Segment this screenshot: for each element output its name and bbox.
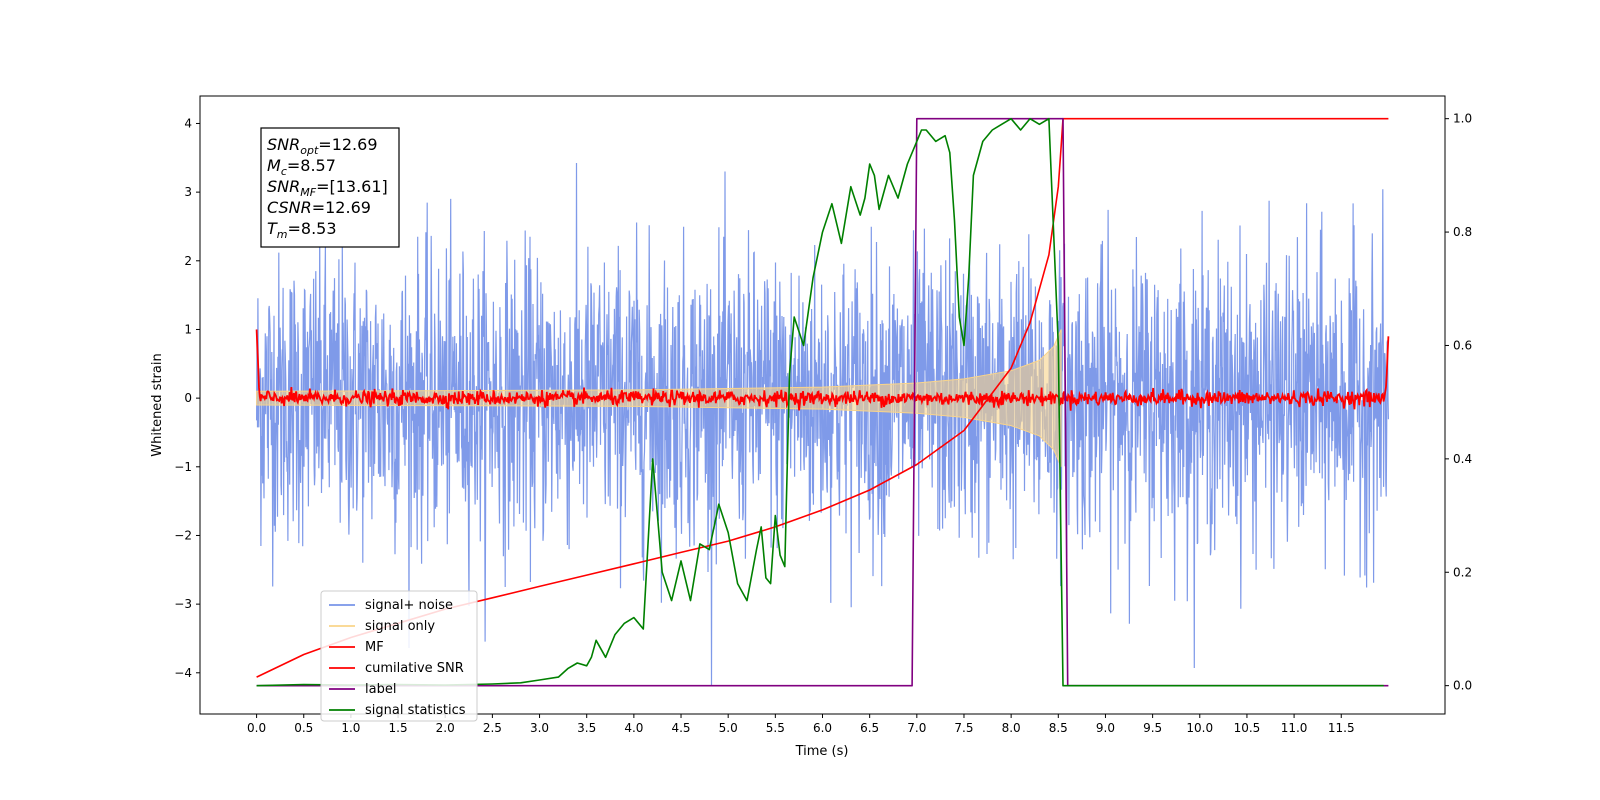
x-tick-label: 5.5 (766, 721, 785, 735)
legend-label: signal statistics (365, 703, 466, 718)
y-tick-label: 3 (184, 185, 192, 199)
annotation-box: SNRopt=12.69Mc=8.57SNRMF=[13.61]CSNR=12.… (260, 127, 400, 248)
x-tick-label: 7.5 (954, 721, 973, 735)
legend: signal+ noise signal only MF cumilative SNR… (320, 590, 478, 722)
x-tick-label: 8.0 (1002, 721, 1021, 735)
y2-tick-label: 0.8 (1453, 225, 1472, 239)
x-tick-label: 6.5 (860, 721, 879, 735)
x-tick-label: 3.5 (577, 721, 596, 735)
x-tick-label: 5.0 (719, 721, 738, 735)
x-tick-label: 2.0 (436, 721, 455, 735)
y-tick-label: −3 (174, 597, 192, 611)
series-mf (255, 329, 1390, 411)
x-tick-label: 0.5 (294, 721, 313, 735)
x-tick-label: 1.5 (389, 721, 408, 735)
x-tick-label: 9.5 (1143, 721, 1162, 735)
legend-label: signal+ noise (365, 598, 453, 613)
y2-tick-label: 0.0 (1453, 679, 1472, 693)
x-tick-label: 0.0 (247, 721, 266, 735)
x-tick-label: 10.5 (1234, 721, 1261, 735)
x-axis-title: Time (s) (795, 744, 849, 759)
x-tick-label: 11.0 (1281, 721, 1308, 735)
y-tick-label: −2 (174, 528, 192, 542)
annotation-line: Tm=8.53 (267, 219, 337, 241)
annotation-line: SNRopt=12.69 (267, 135, 378, 157)
y2-tick-label: 0.4 (1453, 452, 1472, 466)
y2-tick-label: 0.2 (1453, 565, 1472, 579)
y-tick-label: 4 (184, 116, 192, 130)
y-tick-label: −1 (174, 460, 192, 474)
legend-label: cumilative SNR (365, 661, 464, 676)
x-tick-label: 3.0 (530, 721, 549, 735)
x-tick-label: 2.5 (483, 721, 502, 735)
series-signal-statistics (256, 117, 1384, 687)
x-tick-label: 9.0 (1096, 721, 1115, 735)
y2-tick-label: 0.6 (1453, 338, 1472, 352)
y-tick-label: 1 (184, 322, 192, 336)
x-tick-label: 1.0 (341, 721, 360, 735)
y-tick-label: −4 (174, 666, 192, 680)
legend-label: signal only (365, 619, 435, 634)
legend-frame (320, 590, 478, 722)
y-axis-title: Whitened strain (150, 353, 165, 456)
x-tick-label: 10.0 (1186, 721, 1213, 735)
x-tick-label: 4.5 (671, 721, 690, 735)
annotation-line: SNRMF=[13.61] (267, 177, 388, 199)
annotation-line: Mc=8.57 (267, 156, 336, 178)
legend-label: label (365, 682, 396, 697)
legend-label: MF (365, 640, 384, 655)
y-tick-label: 0 (184, 391, 192, 405)
y2-tick-label: 1.0 (1453, 112, 1472, 126)
x-tick-label: 8.5 (1049, 721, 1068, 735)
annotation-line: CSNR=12.69 (267, 198, 371, 217)
x-tick-label: 4.0 (624, 721, 643, 735)
x-tick-label: 7.0 (907, 721, 926, 735)
x-tick-label: 11.5 (1328, 721, 1355, 735)
y-tick-label: 2 (184, 254, 192, 268)
x-tick-label: 6.0 (813, 721, 832, 735)
annotation-frame (260, 127, 400, 248)
